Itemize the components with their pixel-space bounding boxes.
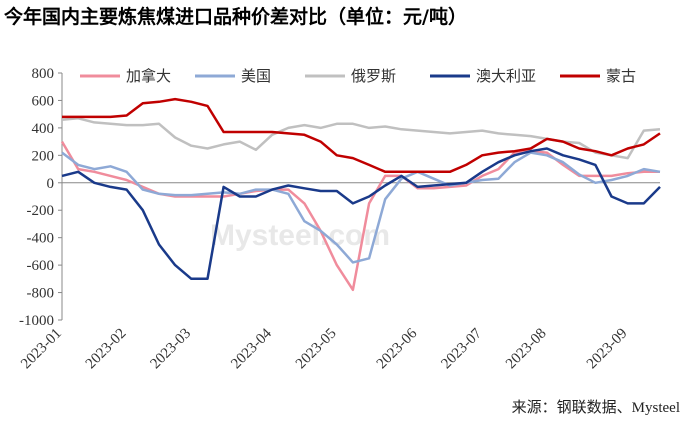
y-tick-label: 0 [47, 176, 55, 192]
x-tick-label: 2023-05 [293, 326, 340, 373]
legend-label: 俄罗斯 [351, 68, 396, 85]
y-tick-label: -400 [27, 231, 55, 247]
chart-title: 今年国内主要炼焦煤进口品种价差对比（单位：元/吨） [4, 6, 467, 28]
y-tick-label: -600 [27, 258, 55, 274]
series-line [61, 147, 661, 281]
source: 来源：钢联数据、Mysteel [512, 399, 680, 416]
y-tick-label: 600 [32, 93, 55, 109]
x-tick-label: 2023-03 [147, 326, 194, 373]
y-tick-label: -200 [27, 203, 55, 219]
x-tick-label: 2023-09 [584, 326, 631, 373]
x-tick-label: 2023-08 [503, 326, 550, 373]
legend-label: 蒙古 [606, 68, 636, 85]
series-line [60, 140, 660, 292]
legend-label: 美国 [241, 68, 271, 85]
x-tick-label: 2023-06 [374, 325, 421, 372]
y-tick-label: 400 [32, 121, 55, 137]
series-line [61, 151, 661, 264]
legend-label: 加拿大 [126, 67, 171, 85]
x-tick-label: 2023-07 [438, 325, 485, 372]
x-tick-label: 2023-02 [83, 326, 130, 373]
x-tick-label: 2023-01 [18, 326, 65, 373]
y-tick-label: -1000 [19, 313, 54, 329]
y-tick-label: -800 [27, 286, 55, 302]
y-tick-label: 200 [32, 148, 55, 164]
y-tick-label: 800 [32, 66, 55, 82]
series-line [61, 117, 661, 160]
legend-label: 澳大利亚 [476, 68, 536, 85]
x-tick-label: 2023-04 [228, 325, 275, 372]
series-line [62, 97, 661, 174]
